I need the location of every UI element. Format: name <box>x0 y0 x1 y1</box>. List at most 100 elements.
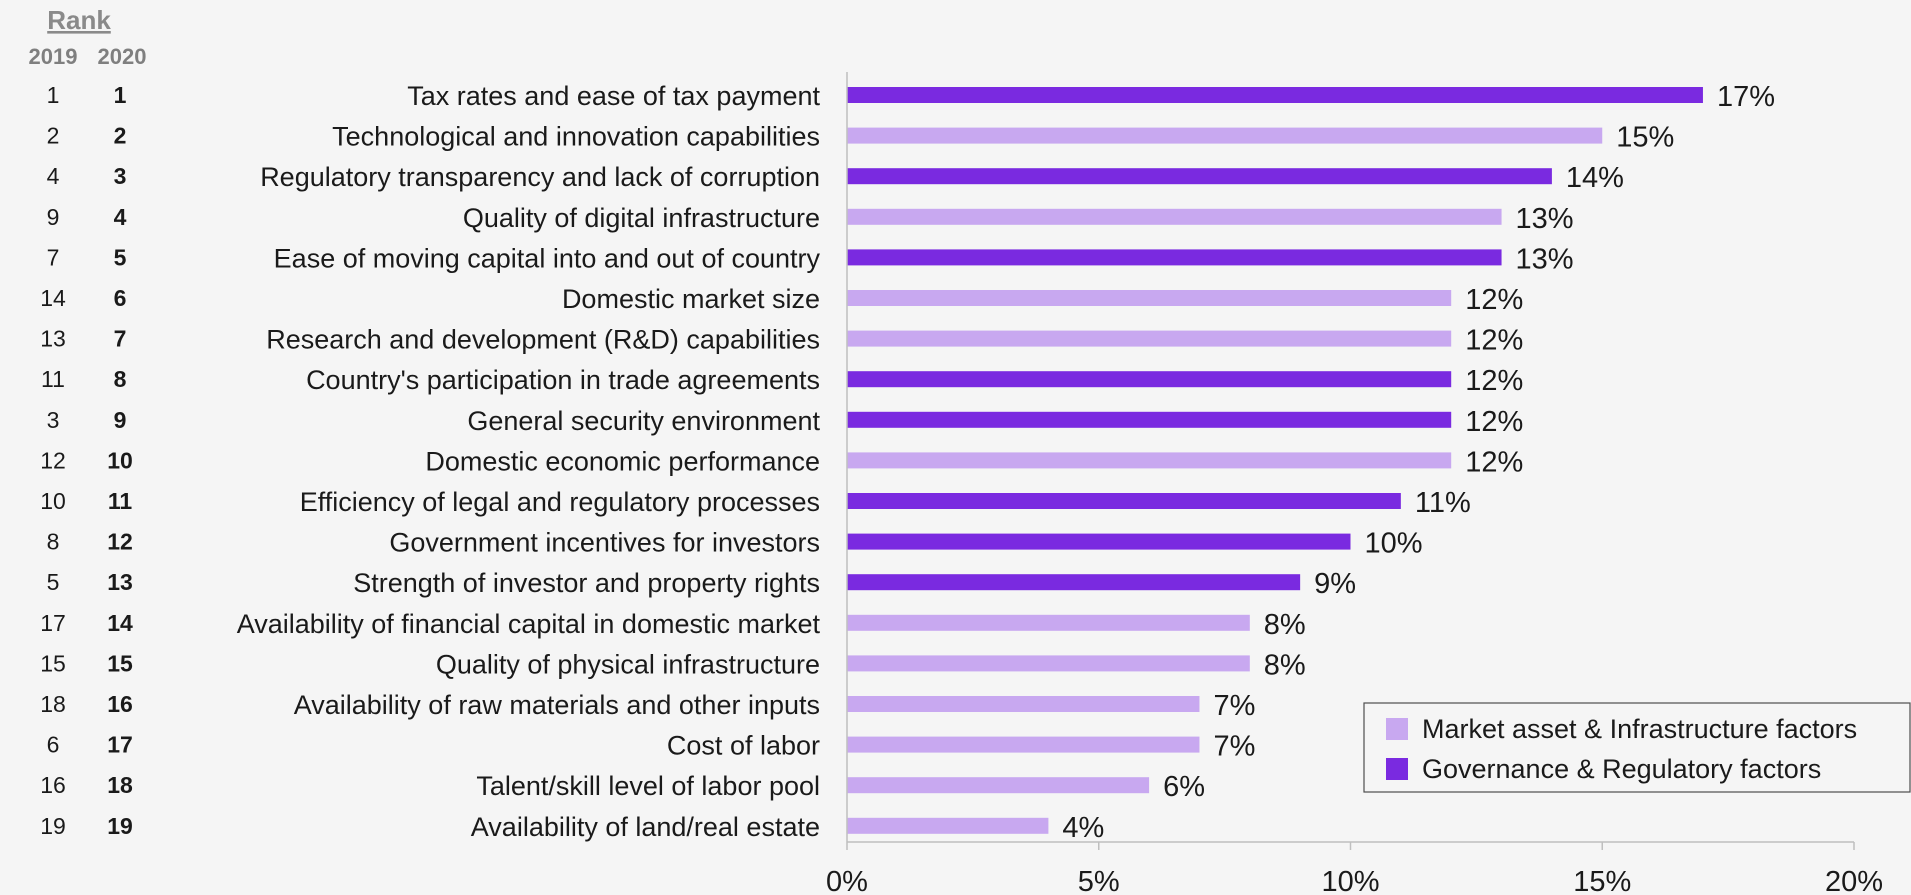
x-tick-label: 5% <box>1078 866 1120 895</box>
chart-row: 6 17 Cost of labor 7% <box>47 731 1256 763</box>
bar <box>847 452 1452 469</box>
rank-2019: 14 <box>40 285 66 311</box>
value-label: 7% <box>1213 690 1255 722</box>
rank-2020: 11 <box>108 488 133 514</box>
legend-item: Market asset & Infrastructure factors <box>1386 714 1857 744</box>
rank-2019: 17 <box>40 610 66 636</box>
category-label: General security environment <box>467 406 820 436</box>
rank-2020: 13 <box>107 569 133 595</box>
legend-label: Market asset & Infrastructure factors <box>1422 714 1857 744</box>
value-label: 8% <box>1264 609 1306 641</box>
category-label: Talent/skill level of labor pool <box>476 771 820 801</box>
legend-item: Governance & Regulatory factors <box>1386 754 1821 784</box>
chart-row: 17 14 Availability of financial capital in… <box>40 609 1306 641</box>
bar <box>847 817 1049 834</box>
x-axis: 0% 5% 10% 15% 20% <box>826 72 1883 895</box>
value-label: 17% <box>1717 81 1775 113</box>
x-tick-label: 10% <box>1321 866 1379 895</box>
category-label: Availability of financial capital in dom… <box>237 609 821 639</box>
rank-2019: 8 <box>47 529 60 555</box>
rank-2020: 2 <box>114 123 127 149</box>
rank-2020: 15 <box>107 650 133 676</box>
rank-2019: 10 <box>40 488 66 514</box>
rank-2019: 7 <box>47 244 60 270</box>
chart-row: 11 8 Country's participation in trade agre… <box>41 365 1523 397</box>
legend-swatch <box>1386 718 1408 740</box>
rank-2019: 13 <box>40 326 66 352</box>
rank-2019: 9 <box>47 204 60 230</box>
legend-label: Governance & Regulatory factors <box>1422 754 1821 784</box>
category-label: Domestic economic performance <box>425 446 820 476</box>
rank-2019: 19 <box>40 813 66 839</box>
rank-2020: 16 <box>107 691 133 717</box>
bar <box>847 127 1603 144</box>
chart-row: 12 10 Domestic economic performance 12% <box>40 446 1523 478</box>
category-label: Research and development (R&D) capabilit… <box>266 325 820 355</box>
rank-2019: 1 <box>47 82 60 108</box>
value-label: 12% <box>1465 406 1523 438</box>
rank-2019: 12 <box>40 447 66 473</box>
category-label: Regulatory transparency and lack of corr… <box>260 162 820 192</box>
bar <box>847 87 1703 103</box>
rank-title: Rank <box>47 5 111 35</box>
chart-row: 15 15 Quality of physical infrastructure 8% <box>40 649 1306 681</box>
bar <box>847 290 1452 306</box>
category-label: Availability of raw materials and other … <box>294 690 820 720</box>
chart-row: 5 13 Strength of investor and property rig… <box>47 568 1356 600</box>
x-tick-label: 15% <box>1573 866 1631 895</box>
rank-2020: 3 <box>114 163 127 189</box>
category-label: Technological and innovation capabilitie… <box>332 122 820 152</box>
bar <box>847 614 1250 631</box>
rank-2020: 10 <box>107 447 133 473</box>
bar <box>847 736 1200 753</box>
value-label: 14% <box>1566 162 1624 194</box>
category-label: Availability of land/real estate <box>471 812 820 842</box>
rank-year-2019-header: 2019 <box>29 44 78 69</box>
legend-box <box>1363 702 1911 793</box>
chart-row: 19 19 Availability of land/real estate 4% <box>40 812 1104 844</box>
rank-2020: 8 <box>114 366 127 392</box>
category-label: Quality of physical infrastructure <box>436 649 820 679</box>
chart-row: 4 3 Regulatory transparency and lack of co… <box>47 162 1624 194</box>
bar <box>847 533 1351 550</box>
value-label: 11% <box>1415 487 1471 519</box>
chart-row: 1 1 Tax rates and ease of tax payment 17% <box>47 81 1775 113</box>
category-label: Strength of investor and property rights <box>353 568 820 598</box>
chart-row: 9 4 Quality of digital infrastructure 13% <box>47 203 1574 235</box>
rank-2019: 3 <box>47 407 60 433</box>
rank-2020: 7 <box>114 326 127 352</box>
rank-2020: 6 <box>114 285 127 311</box>
rank-2020: 19 <box>107 813 133 839</box>
chart-row: 18 16 Availability of raw materials and ot… <box>40 690 1255 722</box>
rank-2019: 15 <box>40 650 66 676</box>
bar <box>847 371 1452 388</box>
category-label: Efficiency of legal and regulatory proce… <box>300 487 820 517</box>
value-label: 7% <box>1213 731 1255 763</box>
category-label: Country's participation in trade agreeme… <box>306 365 820 395</box>
rank-2019: 4 <box>47 163 60 189</box>
rank-2020: 17 <box>107 732 133 758</box>
x-tick-label: 20% <box>1825 866 1883 895</box>
bar <box>847 249 1502 266</box>
value-label: 8% <box>1264 649 1306 681</box>
bar <box>847 208 1502 225</box>
rank-2019: 18 <box>40 691 66 717</box>
value-label: 13% <box>1516 243 1574 275</box>
legend: Market asset & Infrastructure factors Gov… <box>1363 702 1911 793</box>
chart-row: 14 6 Domestic market size 12% <box>40 284 1523 316</box>
rank-2019: 5 <box>47 569 60 595</box>
bar <box>847 330 1452 347</box>
value-label: 6% <box>1163 771 1205 803</box>
value-label: 9% <box>1314 568 1356 600</box>
bar <box>847 168 1552 185</box>
category-label: Government incentives for investors <box>389 528 820 558</box>
rank-year-2020-header: 2020 <box>98 44 147 69</box>
rank-2020: 18 <box>107 772 133 798</box>
rank-2020: 4 <box>114 204 127 230</box>
category-label: Ease of moving capital into and out of c… <box>274 243 821 273</box>
chart-row: 13 7 Research and development (R&D) capabi… <box>40 325 1523 357</box>
bar <box>847 655 1250 672</box>
x-tick-label: 0% <box>826 866 868 895</box>
category-label: Cost of labor <box>667 731 820 761</box>
